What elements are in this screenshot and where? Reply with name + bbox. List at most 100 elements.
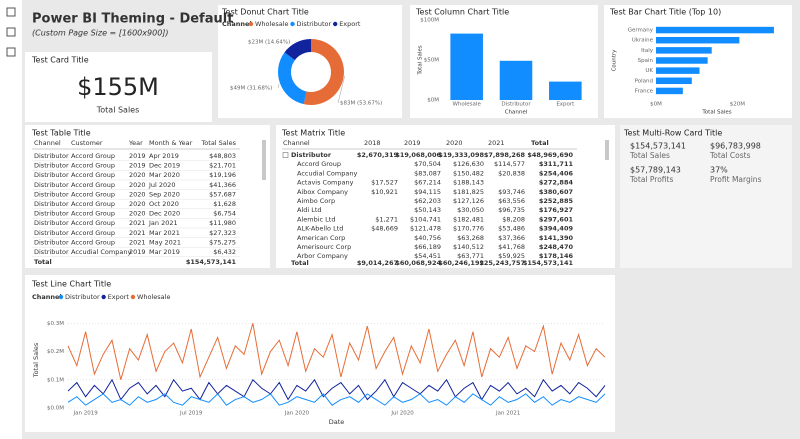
- matrix-header: 2020: [446, 139, 463, 147]
- x-tick-label: Jan 2021: [495, 411, 520, 417]
- matrix-cell: $67,214: [414, 179, 441, 187]
- table-cell: $27,323: [209, 229, 236, 237]
- legend-label: Wholesale: [137, 293, 171, 301]
- matrix-cell: $59,925: [498, 252, 525, 260]
- matrix-row-label: ALK-Abello Ltd: [297, 225, 343, 233]
- bar: [656, 77, 692, 85]
- matrix-cell: $121,478: [410, 225, 441, 233]
- bar: [656, 26, 774, 34]
- table-cell: Accudial Company: [71, 248, 131, 256]
- matrix-cell: $19,068,006: [395, 151, 441, 159]
- matrix-total: $60,246,192: [438, 259, 484, 267]
- model-view-icon[interactable]: [6, 47, 16, 57]
- table-cell: Dec 2020: [149, 210, 180, 218]
- matrix-cell: $48,969,690: [527, 151, 573, 159]
- x-tick-label: Jan 2020: [284, 411, 310, 417]
- table-header: Channel: [34, 139, 61, 147]
- page-subtitle: (Custom Page Size = [1600x900]): [32, 29, 169, 38]
- matrix-header: Total: [531, 139, 549, 147]
- table-cell: $48,803: [209, 152, 236, 160]
- table-cell: 2021: [129, 229, 146, 237]
- legend-label: Export: [339, 20, 361, 28]
- matrix-cell: $104,741: [410, 215, 441, 223]
- x-tick-label: Wholesale: [452, 102, 481, 108]
- table-cell: Accord Group: [71, 171, 115, 179]
- matrix-cell: $17,527: [371, 179, 398, 187]
- matrix-cell: $272,884: [539, 179, 574, 187]
- legend-dot: [332, 21, 338, 27]
- matrix-header: 2021: [488, 139, 505, 147]
- series-line: [67, 323, 606, 380]
- matrix-cell: $53,486: [498, 225, 525, 233]
- table-cell: 2020: [129, 210, 146, 218]
- matrix-cell: $2,670,319: [357, 151, 399, 159]
- donut-slice: [284, 39, 311, 61]
- x-tick-label: Jul 2019: [179, 411, 203, 417]
- series-line: [67, 378, 606, 401]
- matrix-row-label: Distributor: [291, 151, 332, 159]
- table-total-label: Total: [34, 258, 52, 266]
- matrix-row-label: Aldi Ltd: [297, 206, 322, 214]
- table-cell: 2020: [129, 190, 146, 198]
- legend-label: Distributor: [65, 293, 100, 301]
- table-cell: Distributor: [34, 171, 69, 179]
- table-cell: 2020: [129, 200, 146, 208]
- table-cell: Distributor: [34, 229, 69, 237]
- table-cell: 2019: [129, 248, 146, 256]
- table-header: Month & Year: [149, 139, 193, 147]
- x-tick-label: $0M: [650, 102, 662, 108]
- matrix-cell: $63,268: [457, 234, 484, 242]
- matrix-cell: $114,577: [494, 160, 525, 168]
- matrix-cell: $141,390: [539, 234, 574, 242]
- table-header: Total Sales: [200, 139, 236, 147]
- matrix-row-label: Aimbo Corp: [297, 197, 335, 205]
- y-axis-title: Country: [612, 49, 618, 72]
- table-cell: $57,687: [209, 190, 236, 198]
- table-cell: Accord Group: [71, 190, 115, 198]
- matrix-cell: $140,512: [453, 243, 484, 251]
- legend-dot: [130, 294, 136, 300]
- card-value: $155M: [77, 73, 159, 101]
- y-tick-label: Ukraine: [632, 38, 654, 44]
- matrix-cell: $254,406: [539, 169, 574, 177]
- matrix-row-label: Amerisourc Corp: [297, 243, 351, 251]
- bar: [656, 36, 740, 44]
- matrix-cell: $20,838: [498, 169, 525, 177]
- expand-icon: [282, 152, 289, 158]
- table-cell: Mar 2020: [149, 171, 180, 179]
- matrix-cell: $297,601: [539, 215, 574, 223]
- y-tick-label: Poland: [635, 78, 653, 84]
- column: [499, 60, 533, 100]
- matrix-cell: $178,146: [539, 252, 574, 260]
- matrix-cell: $7,898,268: [484, 151, 526, 159]
- legend-dot: [58, 294, 64, 300]
- y-axis-title: Total Sales: [32, 342, 40, 378]
- y-tick-label: Italy: [641, 48, 654, 54]
- y-tick-label: France: [635, 88, 654, 94]
- legend-dot: [290, 21, 295, 27]
- multi-row-label: Total Costs: [709, 151, 751, 160]
- bar: [656, 67, 700, 74]
- card-label: Total Sales: [96, 106, 140, 115]
- x-tick-label: Jul 2020: [390, 411, 414, 417]
- matrix-cell: $54,451: [414, 252, 441, 260]
- data-label: $23M (14.64%): [248, 40, 290, 46]
- y-tick-label: $0.0M: [47, 406, 64, 412]
- y-tick-label: $0.1M: [47, 377, 64, 383]
- multi-row-card-panel: [620, 125, 792, 268]
- bar: [656, 87, 683, 95]
- table-cell: Distributor: [34, 152, 69, 160]
- table-cell: 2021: [129, 238, 146, 246]
- matrix-cell: $94,115: [414, 188, 441, 196]
- table-cell: Accord Group: [71, 229, 115, 237]
- multi-row-card-title: Test Multi-Row Card Title: [623, 129, 722, 138]
- chart-title: Test Column Chart Title: [415, 8, 509, 17]
- data-view-icon[interactable]: [6, 27, 16, 37]
- table-cell: Distributor: [34, 190, 69, 198]
- column: [549, 81, 582, 100]
- table-cell: Apr 2019: [149, 152, 179, 160]
- multi-row-label: Profit Margins: [710, 175, 762, 184]
- matrix-total: $60,068,924: [395, 259, 441, 267]
- matrix-cell: $83,087: [414, 169, 441, 177]
- report-view-icon[interactable]: [6, 7, 16, 17]
